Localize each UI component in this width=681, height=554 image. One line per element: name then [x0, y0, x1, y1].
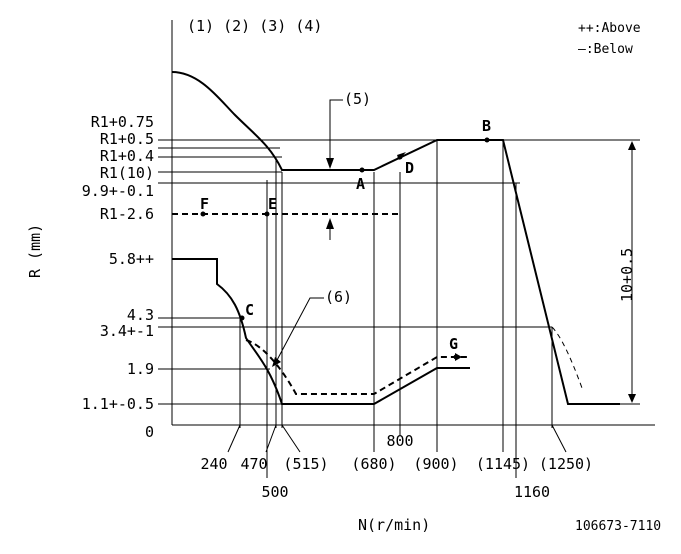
vertical-reference-lines: [239, 140, 553, 478]
x-label-240: 240: [200, 455, 227, 473]
x-label-1145: (1145): [476, 455, 530, 473]
x-label-1250: (1250): [539, 455, 593, 473]
y-label-9-9: 9.9+-0.1: [82, 182, 154, 200]
x-label-470: 470: [240, 455, 267, 473]
horizontal-reference-lines: [158, 139, 640, 405]
annotation-6-label: (6): [325, 288, 352, 306]
point-label-c: C: [245, 301, 254, 319]
dashed-curve-thin: [551, 326, 583, 389]
y-label-0: 0: [145, 423, 154, 441]
y-label-1-9: 1.9: [127, 360, 154, 378]
x-label-1160: 1160: [514, 483, 550, 501]
y-axis-label: R (mm): [26, 224, 44, 278]
annotation-5-arrow-down: [326, 158, 334, 169]
point-label-g: G: [449, 335, 458, 353]
annotation-5-arrow-up: [326, 218, 334, 229]
x-label-680: (680): [351, 455, 396, 473]
x-label-leaders: [227, 424, 567, 478]
y-label-r1-plus-05: R1+0.5: [100, 130, 154, 148]
dimension-label: 10+0.5: [618, 248, 636, 302]
legend-below: —:Below: [578, 42, 633, 57]
point-label-b: B: [482, 117, 491, 135]
arrow-g: [455, 353, 462, 361]
point-label-f: F: [200, 195, 209, 213]
x-axis-label: N(r/min): [358, 516, 430, 534]
notes-label: (1) (2) (3) (4): [187, 17, 322, 35]
y-label-r1-minus-26: R1-2.6: [100, 205, 154, 223]
drawing-number: 106673-7110: [575, 519, 661, 534]
x-label-500: 500: [261, 483, 288, 501]
y-label-r1-plus-075: R1+0.75: [91, 113, 154, 131]
solid-curves: [171, 71, 620, 405]
annotation-6-arrow: [272, 357, 281, 367]
x-value-labels: 240 470 (515) (680) (900) (1145) (1250) …: [200, 432, 593, 501]
point-label-a: A: [356, 175, 365, 193]
y-label-3-4: 3.4+-1: [100, 322, 154, 340]
y-label-r1-10: R1(10): [100, 164, 154, 182]
arrow-d: [397, 152, 406, 160]
y-value-labels: R1+0.75 R1+0.5 R1+0.4 R1(10) 9.9+-0.1 R1…: [82, 113, 154, 441]
point-label-d: D: [405, 159, 414, 177]
annotation-5-label: (5): [344, 90, 371, 108]
point-label-e: E: [268, 195, 277, 213]
y-label-r1-plus-04: R1+0.4: [100, 147, 154, 165]
y-label-4-3: 4.3: [127, 306, 154, 324]
legend-above: ++:Above: [578, 21, 641, 36]
y-label-1-1: 1.1+-0.5: [82, 395, 154, 413]
dimension-arrow-bottom: [628, 394, 636, 403]
y-label-5-8: 5.8++: [109, 250, 154, 268]
x-label-900: (900): [413, 455, 458, 473]
annotation-6-leader: [275, 297, 324, 363]
x-label-800: 800: [386, 432, 413, 450]
x-label-515: (515): [283, 455, 328, 473]
dashed-curves: [172, 213, 470, 395]
dimension-arrow-top: [628, 141, 636, 150]
